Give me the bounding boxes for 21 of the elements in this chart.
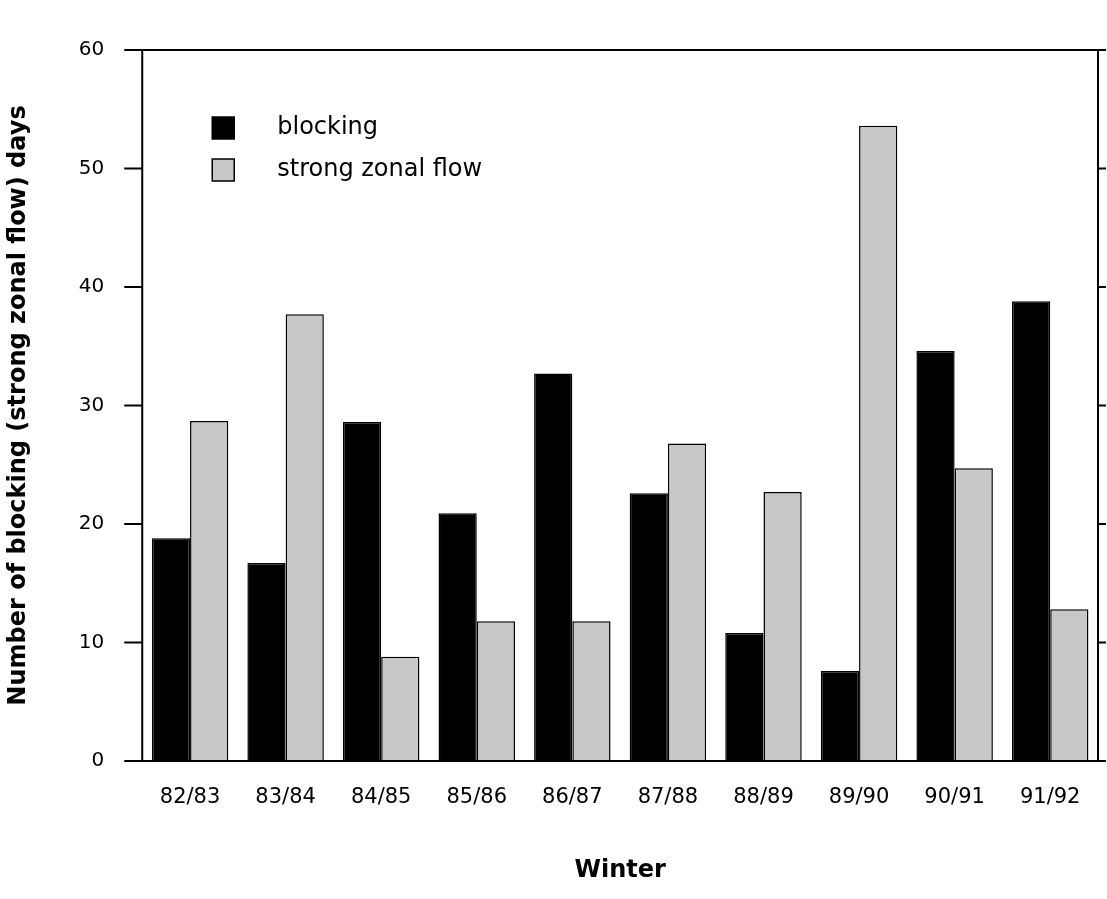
- y-tick-label: 0: [91, 747, 105, 772]
- x-tick-label: 89/90: [828, 784, 890, 809]
- legend-label: strong zonal flow: [277, 154, 483, 183]
- x-tick-label: 91/92: [1019, 784, 1081, 809]
- x-tick-label: 90/91: [924, 784, 985, 809]
- x-axis-title: Winter: [574, 854, 666, 883]
- legend-label: blocking: [277, 112, 379, 141]
- x-tick-label: 83/84: [255, 784, 316, 809]
- y-tick-label: 40: [78, 273, 105, 298]
- x-tick-label: 86/87: [542, 784, 603, 809]
- x-tick-label: 88/89: [733, 784, 794, 809]
- x-tick-label: 87/88: [637, 784, 699, 809]
- y-tick-label: 50: [78, 154, 105, 179]
- y-axis-title: Number of blocking (strong zonal flow) days: [2, 105, 31, 706]
- y-tick-label: 20: [78, 510, 105, 535]
- y-tick-label: 10: [78, 628, 105, 653]
- y-tick-label: 60: [78, 36, 105, 61]
- x-tick-label: 85/86: [446, 784, 508, 809]
- x-tick-label: 82/83: [159, 784, 221, 809]
- y-tick-label: 30: [78, 391, 105, 416]
- x-tick-label: 84/85: [350, 784, 412, 809]
